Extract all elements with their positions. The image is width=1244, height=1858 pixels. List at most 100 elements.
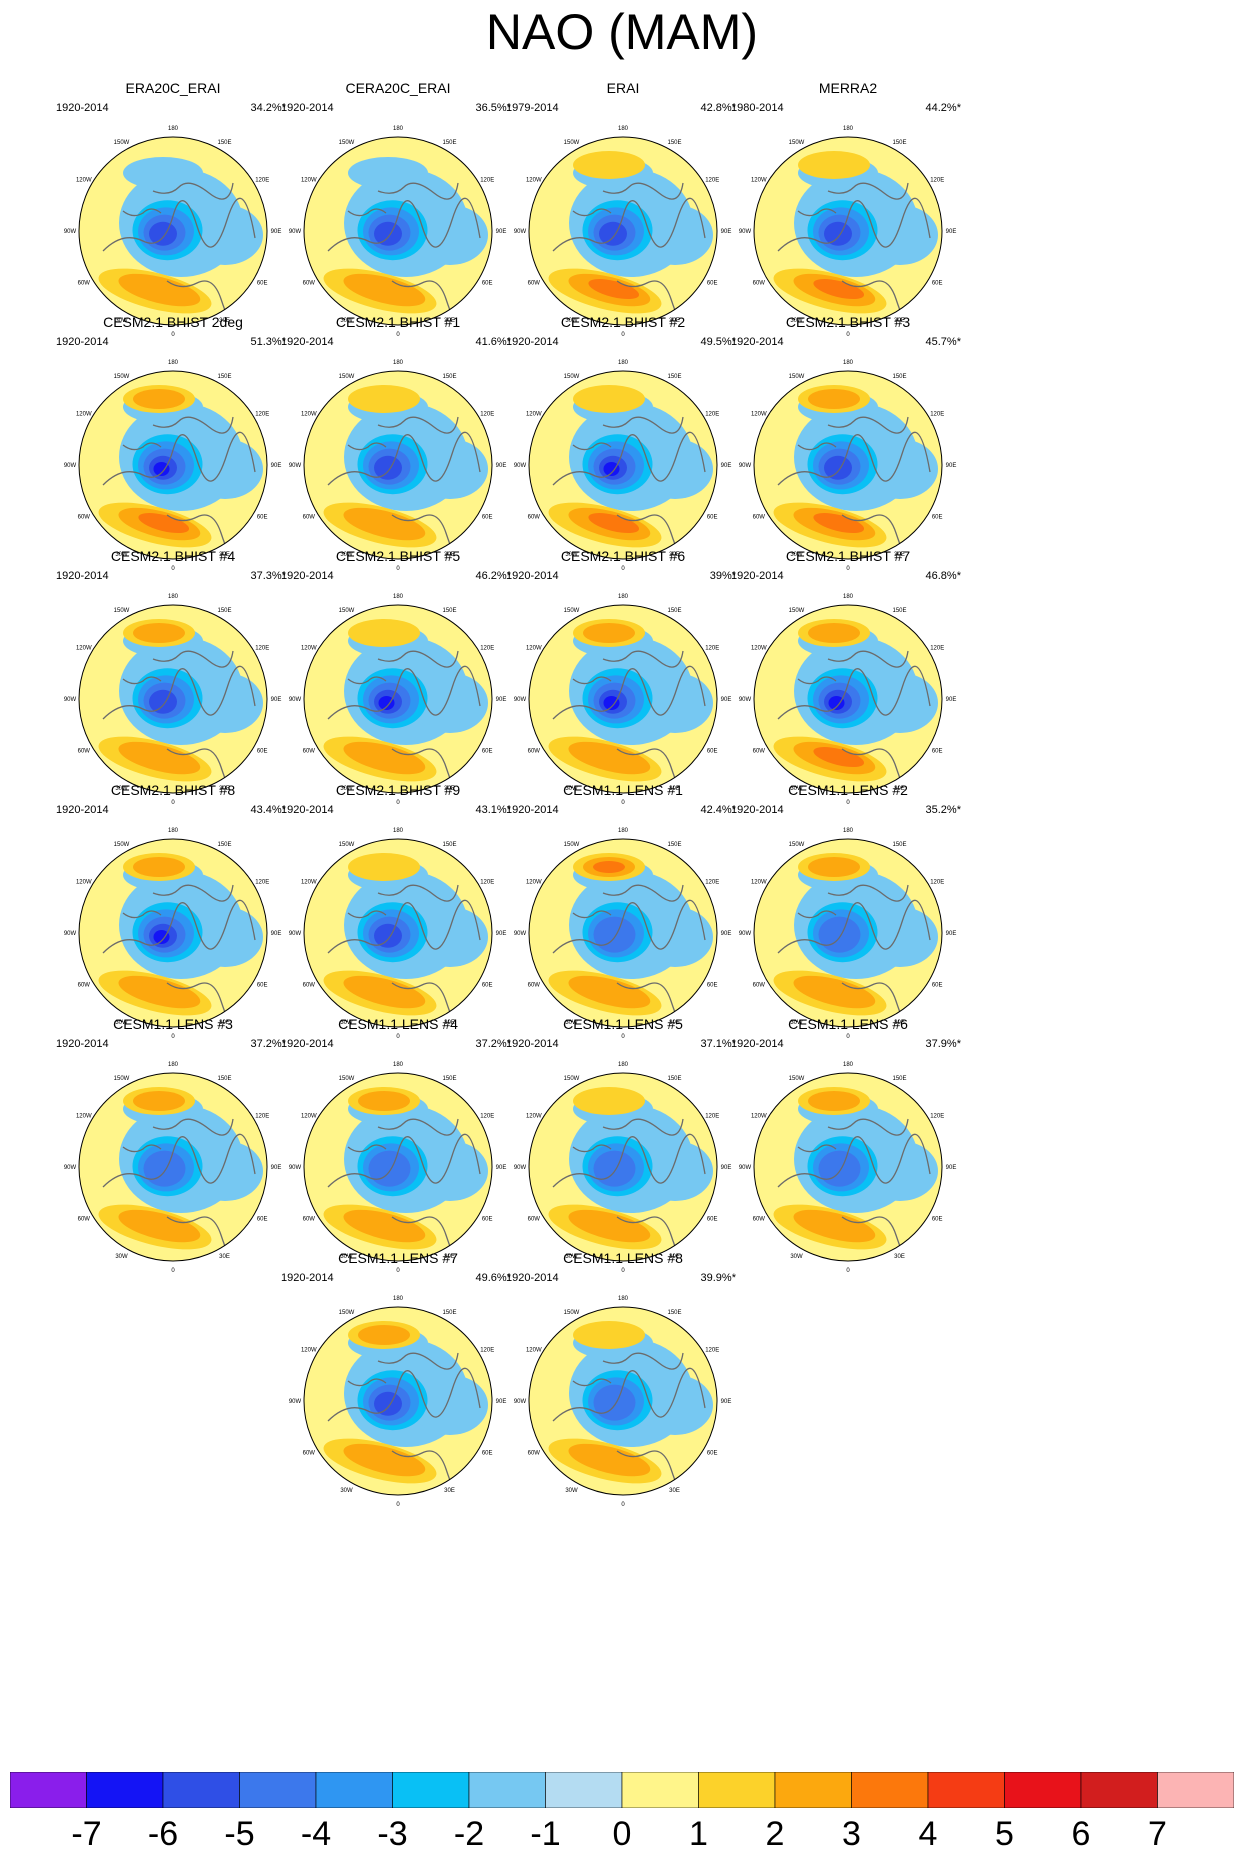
longitude-label: 150W	[564, 842, 580, 848]
longitude-label: 60E	[482, 1451, 493, 1457]
longitude-label: 120W	[76, 178, 92, 184]
longitude-label: 180	[618, 1062, 629, 1068]
panel-years: 1920-2014	[281, 804, 334, 816]
map-frame	[753, 370, 943, 560]
panel-title: CESM1.1 LENS #6	[788, 1016, 908, 1032]
colorbar-tick-label: -6	[147, 1815, 179, 1853]
longitude-label: 30E	[444, 786, 455, 792]
negative-anomaly-contour	[593, 1384, 636, 1421]
colorbar-swatch	[774, 1772, 852, 1808]
longitude-label: 0	[171, 1268, 175, 1274]
longitude-label: 30W	[565, 552, 578, 558]
longitude-label: 120W	[76, 646, 92, 652]
longitude-label: 60E	[707, 281, 718, 287]
negative-anomaly-region	[348, 157, 428, 189]
polar-map: 180 150E 120E 90E 60E 30E 0 30W 60W 90W 120W 150W	[64, 594, 282, 806]
longitude-label: 60W	[528, 749, 541, 755]
longitude-label: 60E	[707, 515, 718, 521]
positive-anomaly-contour	[133, 389, 185, 409]
longitude-label: 120E	[255, 1114, 269, 1120]
longitude-label: 120E	[705, 1114, 719, 1120]
panel-title: CESM2.1 BHIST #2	[560, 314, 686, 330]
longitude-label: 120W	[526, 178, 542, 184]
longitude-label: 60W	[303, 983, 316, 989]
panel-years: 1979-2014	[506, 102, 559, 114]
longitude-label: 90E	[946, 229, 957, 235]
panel-title: CESM1.1 LENS #1	[563, 782, 683, 798]
map-panel: ERA20C_ERAI 1920-2014 34.2%* 180 150E 120E 90E…	[48, 80, 298, 350]
longitude-label: 30E	[444, 1254, 455, 1260]
longitude-label: 120E	[930, 646, 944, 652]
map-panel: CESM1.1 LENS #8 1920-2014 39.9%* 180 150E 120…	[498, 1250, 748, 1520]
longitude-label: 90W	[64, 931, 77, 937]
longitude-label: 120E	[255, 178, 269, 184]
map-frame	[753, 1072, 943, 1262]
longitude-label: 180	[393, 1062, 404, 1068]
longitude-label: 60W	[528, 1217, 541, 1223]
colorbar-tick-label: 1	[689, 1815, 708, 1853]
longitude-label: 90E	[946, 931, 957, 937]
longitude-label: 150E	[667, 1310, 681, 1316]
longitude-label: 120E	[480, 646, 494, 652]
coastline	[102, 416, 256, 556]
longitude-label: 90W	[514, 697, 527, 703]
longitude-label: 60E	[707, 1217, 718, 1223]
longitude-label: 60W	[78, 749, 91, 755]
positive-anomaly-contour	[813, 747, 865, 768]
negative-anomaly-region	[862, 439, 938, 499]
longitude-label: 60W	[303, 749, 316, 755]
longitude-label: 90E	[946, 697, 957, 703]
colorbar-tick-label: 6	[1071, 1815, 1091, 1853]
coastline	[327, 182, 481, 322]
longitude-label: 180	[168, 828, 179, 834]
polar-map: 180 150E 120E 90E 60E 30E 0 30W 60W 90W 120W 150W	[739, 126, 957, 338]
longitude-label: 150W	[339, 374, 355, 380]
polar-map: 180 150E 120E 90E 60E 30E 0 30W 60W 90W 120W 150W	[514, 594, 732, 806]
coastline	[102, 1118, 256, 1258]
map-panel: CESM1.1 LENS #5 1920-2014 37.1%* 180 150E 120…	[498, 1016, 748, 1286]
panel-variance-percent: 49.6%*	[475, 1272, 511, 1284]
colorbar-swatch	[621, 1772, 699, 1808]
polar-map: 180 150E 120E 90E 60E 30E 0 30W 60W 90W 120W 150W	[289, 1296, 507, 1508]
longitude-label: 180	[618, 126, 629, 132]
coastline	[777, 1118, 931, 1258]
longitude-label: 120W	[301, 1114, 317, 1120]
colorbar-swatch	[86, 1772, 164, 1808]
polar-map: 180 150E 120E 90E 60E 30E 0 30W 60W 90W 120W 150W	[739, 1062, 957, 1274]
longitude-label: 120W	[301, 1348, 317, 1354]
panel-title: ERAI	[606, 80, 640, 96]
longitude-label: 120E	[480, 412, 494, 418]
positive-anomaly-contour	[568, 975, 651, 1009]
longitude-label: 60E	[932, 983, 943, 989]
panel-title: CESM1.1 LENS #5	[563, 1016, 683, 1032]
longitude-label: 120E	[480, 880, 494, 886]
positive-anomaly-contour	[588, 513, 640, 534]
map-panel: ERAI 1979-2014 42.8%* 180 150E 120E 90E 60E 30E 0…	[498, 80, 748, 350]
map-panel: CESM2.1 BHIST #1 1920-2014 41.6%* 180 150E 12…	[273, 314, 523, 584]
positive-anomaly-contour	[133, 1091, 185, 1111]
negative-anomaly-contour	[149, 221, 177, 246]
panel-title: MERRA2	[818, 80, 878, 96]
longitude-label: 150W	[789, 608, 805, 614]
longitude-label: 90W	[289, 1165, 302, 1171]
panel-years: 1920-2014	[731, 1038, 784, 1050]
negative-anomaly-region	[412, 907, 488, 967]
coastline	[327, 650, 481, 790]
longitude-label: 150W	[114, 1076, 130, 1082]
longitude-label: 90E	[271, 229, 282, 235]
longitude-label: 90E	[496, 697, 507, 703]
longitude-label: 90E	[271, 1165, 282, 1171]
map-panel: CESM2.1 BHIST #7 1920-2014 46.8%* 180 150E 12…	[723, 548, 973, 818]
panel-years: 1920-2014	[56, 336, 109, 348]
map-panel: MERRA2 1980-2014 44.2%* 180 150E 120E 90E 60E 30…	[723, 80, 973, 350]
longitude-label: 60E	[932, 281, 943, 287]
coastline	[327, 416, 481, 556]
longitude-label: 120W	[526, 880, 542, 886]
longitude-label: 150W	[339, 842, 355, 848]
longitude-label: 60W	[753, 749, 766, 755]
longitude-label: 150W	[114, 140, 130, 146]
coastline	[327, 1118, 481, 1258]
longitude-label: 30W	[790, 1254, 803, 1260]
negative-anomaly-contour	[603, 462, 620, 476]
longitude-label: 30W	[565, 1254, 578, 1260]
